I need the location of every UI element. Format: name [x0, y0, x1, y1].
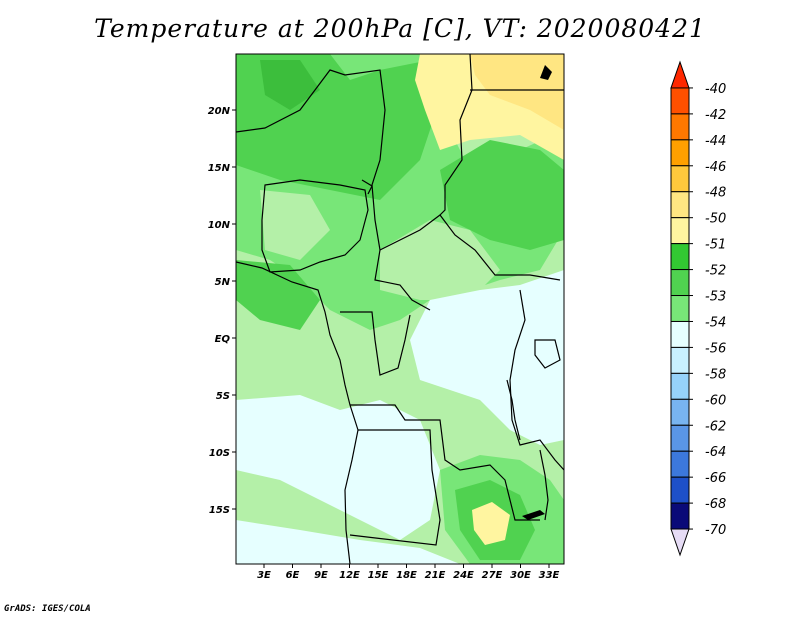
chart-title: Temperature at 200hPa [C], VT: 202008042… [94, 14, 706, 43]
lon-label: 18E [396, 570, 417, 581]
lat-label: 5N [215, 277, 231, 288]
congo-cyan-region [410, 270, 564, 445]
colorbar-label: -53 [705, 290, 726, 305]
lat-label: 15N [208, 163, 231, 174]
colorbar-segment [670, 113, 690, 141]
colorbar-label: -58 [705, 367, 726, 382]
longitude-axis: 3E 6E 9E 12E 15E 18E 21E 24E 27E 30E 33E [257, 564, 560, 581]
lon-label: 27E [482, 570, 503, 581]
colorbar-label: -50 [705, 212, 726, 227]
border-nigeria [261, 179, 369, 273]
lat-label: 15S [209, 505, 230, 516]
lake-chad [361, 179, 373, 195]
latitude-axis: 20N 15N 10N 5N EQ 5S 10S 15S [208, 106, 236, 516]
colorbar-segment [670, 476, 690, 504]
coastline [236, 261, 359, 564]
lat-label: 20N [208, 106, 231, 117]
lon-label: 33E [539, 570, 560, 581]
east-darker-green [440, 140, 564, 250]
colorbar-label: -51 [705, 238, 726, 253]
colorbar-segment [670, 217, 690, 245]
lon-label: 3E [257, 570, 271, 581]
lat-label: 5S [216, 391, 230, 402]
colorbar-label: -68 [705, 497, 726, 512]
central-light-green [380, 220, 500, 300]
red-sea-tip [540, 65, 552, 80]
colorbar-label: -56 [705, 341, 726, 356]
border-drc-south [350, 404, 540, 521]
colorbar-top-arrow [670, 60, 690, 89]
border-north [236, 69, 431, 311]
grads-credit: GrADS: IGES/COLA [4, 604, 91, 614]
colorbar-label: -48 [705, 186, 726, 201]
colorbar-segment [670, 165, 690, 193]
colorbar-segment [670, 243, 690, 271]
colorbar-segment [670, 191, 690, 219]
lon-label: 21E [425, 570, 446, 581]
south-yellow-spot [472, 502, 510, 545]
lat-label: EQ [215, 334, 231, 345]
colorbar-label: -46 [705, 160, 726, 175]
colorbar-label: -60 [705, 393, 726, 408]
lon-label: 12E [339, 570, 360, 581]
lake-malawi [539, 449, 549, 521]
border-east-lakes [509, 289, 564, 471]
colorbar-label: -62 [705, 419, 726, 434]
border-drc-west [340, 311, 411, 376]
colorbar-segment [670, 398, 690, 426]
lake-kariba [522, 510, 545, 520]
colorbar-label: -44 [705, 134, 726, 149]
lon-label: 15E [368, 570, 389, 581]
colorbar-bottom-arrow [670, 528, 690, 557]
lat-label: 10S [209, 448, 230, 459]
colorbar-segment [670, 139, 690, 167]
colorbar-label: -70 [705, 523, 726, 538]
colorbar-segment [670, 502, 690, 530]
gulf-guinea-green [236, 260, 320, 330]
colorbar-label: -40 [705, 82, 726, 97]
southwest-cyan-region [236, 395, 440, 540]
northeast-yellow [470, 54, 564, 130]
lon-label: 24E [453, 570, 474, 581]
lake-tanganyika [506, 379, 521, 441]
border-angola [349, 429, 441, 546]
colorbar-segment [670, 424, 690, 452]
borders [236, 54, 564, 564]
water-bodies [522, 65, 552, 520]
lat-label: 10N [208, 220, 231, 231]
colorbar-segment [670, 346, 690, 374]
colorbar-segment [670, 269, 690, 297]
colorbar-segment [670, 450, 690, 478]
west-light-green [260, 190, 330, 260]
colorbar-segment [670, 372, 690, 400]
lake-victoria [534, 339, 561, 369]
lon-label: 6E [286, 570, 300, 581]
northwest-green [260, 60, 320, 110]
lon-label: 30E [510, 570, 531, 581]
colorbar-label: -64 [705, 445, 726, 460]
colorbar: -40 -42 -44 -46 -48 -50 -51 -52 -53 -54 -56 -58 -60 -… [670, 60, 726, 557]
colorbar-label: -66 [705, 471, 726, 486]
colorbar-label: -52 [705, 264, 726, 279]
colorbar-segment [670, 87, 690, 115]
map-frame [235, 53, 565, 565]
colorbar-segment [670, 320, 690, 348]
lon-label: 9E [314, 570, 328, 581]
colorbar-label: -42 [705, 108, 726, 123]
colorbar-label: -54 [705, 315, 726, 330]
temperature-field [236, 54, 564, 564]
border-chad-car [379, 214, 561, 281]
colorbar-segment [670, 295, 690, 322]
